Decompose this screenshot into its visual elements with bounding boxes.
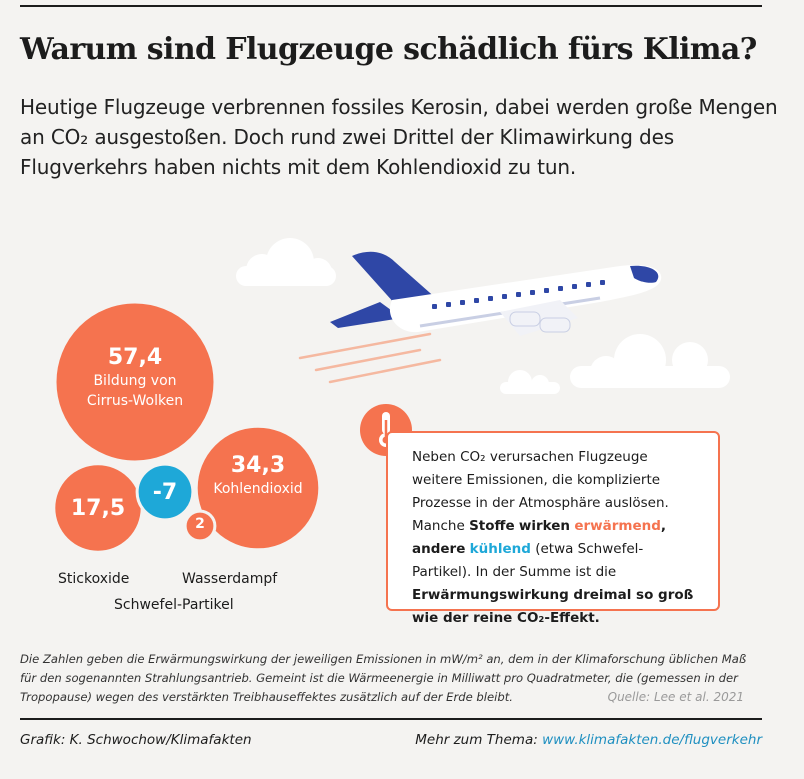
bubble-kohlendioxid <box>194 424 322 552</box>
bubble-chart <box>52 300 322 554</box>
warm-word: erwärmend <box>574 518 661 534</box>
cool-word: kühlend <box>469 541 531 557</box>
bubble-value: -7 <box>152 480 178 505</box>
label-stickoxide: Stickoxide <box>58 571 130 587</box>
bubble-cirrus-label: 57,4 Bildung von Cirrus-Wolken <box>55 345 215 411</box>
bubble-name: Bildung von <box>93 373 177 389</box>
cloud-icon <box>236 238 336 286</box>
more-info: Mehr zum Thema: www.klimafakten.de/flugv… <box>415 732 762 748</box>
subtitle: Heutige Flugzeuge verbrennen fossiles Ke… <box>20 95 778 179</box>
airplane-icon <box>330 251 662 336</box>
cloud-icon <box>570 334 730 388</box>
bubble-name: Cirrus-Wolken <box>86 393 184 409</box>
bubble-value: 57,4 <box>107 345 163 370</box>
more-label: Mehr zum Thema: <box>415 732 538 748</box>
bubble-water-label: 2 <box>186 514 214 534</box>
bubble-wasserdampf <box>183 509 217 543</box>
info-bold: Stoffe <box>469 518 515 534</box>
label-wasserdampf: Wasserdampf <box>182 571 278 587</box>
label-schwefel: Schwefel-Partikel <box>114 597 234 613</box>
bubble-sulfur-label: -7 <box>140 480 190 506</box>
info-conclusion: Erwärmungswirkung dreimal so groß wie de… <box>412 587 694 626</box>
info-bold: wirken <box>518 518 571 534</box>
bubble-schwefel-partikel <box>135 462 195 522</box>
bubble-value: 2 <box>195 516 205 532</box>
bubble-nox-label: 17,5 <box>55 496 141 522</box>
page-title: Warum sind Flugzeuge schädlich fürs Klim… <box>20 32 757 67</box>
info-text: (etwa Schwefel-Partikel). In der Summe i… <box>412 541 644 580</box>
info-text: Neben CO₂ verursachen Flugzeuge weitere … <box>412 449 669 534</box>
more-link[interactable]: www.klimafakten.de/flugverkehr <box>542 732 762 748</box>
footnote: Die Zahlen geben die Erwärmungswirkung d… <box>20 652 747 704</box>
info-bold: , andere <box>412 518 667 557</box>
bubble-bildung-von-cirrus-wolken <box>53 300 217 464</box>
info-box: Neben CO₂ verursachen Flugzeuge weitere … <box>386 431 720 626</box>
bubble-co2-label: 34,3 Kohlendioxid <box>200 453 316 499</box>
bubble-value: 34,3 <box>230 453 286 478</box>
bottom-rule <box>20 718 762 720</box>
top-rule <box>20 5 762 7</box>
bubble-name: Kohlendioxid <box>213 481 303 497</box>
bubble-value: 17,5 <box>70 496 126 521</box>
credit: Grafik: K. Schwochow/Klimafakten <box>20 732 252 748</box>
source: Quelle: Lee et al. 2021 <box>607 690 744 704</box>
speed-lines <box>298 332 442 384</box>
cloud-icon <box>500 370 560 394</box>
